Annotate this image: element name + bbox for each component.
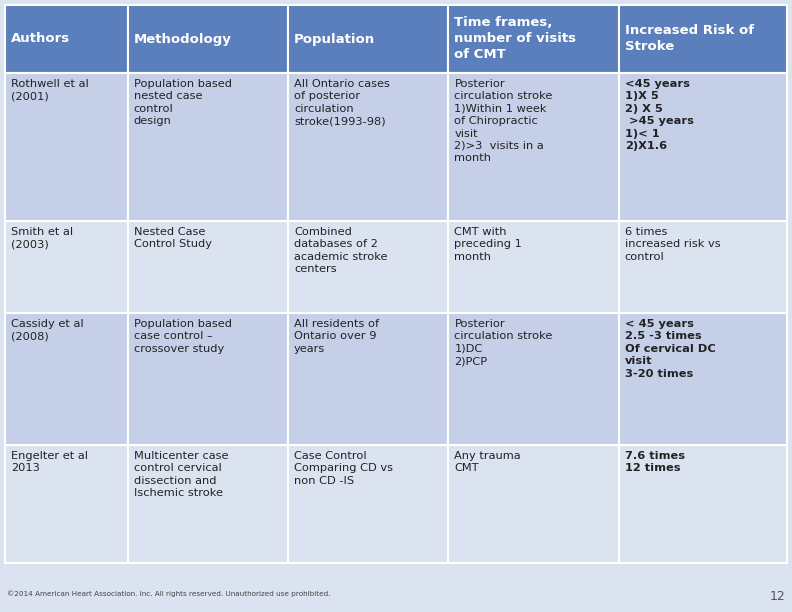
Text: Smith et al
(2003): Smith et al (2003) — [11, 227, 73, 250]
Text: Combined
databases of 2
academic stroke
centers: Combined databases of 2 academic stroke … — [294, 227, 387, 274]
Text: Increased Risk of
Stroke: Increased Risk of Stroke — [625, 24, 754, 53]
Text: 12: 12 — [769, 590, 785, 603]
Bar — [448, 5, 619, 73]
Bar — [5, 445, 128, 563]
Text: Methodology: Methodology — [134, 32, 231, 45]
Text: 7.6 times
12 times: 7.6 times 12 times — [625, 451, 685, 474]
Text: Rothwell et al
(2001): Rothwell et al (2001) — [11, 79, 89, 102]
Text: Engelter et al
2013: Engelter et al 2013 — [11, 451, 88, 474]
Bar — [5, 313, 128, 445]
Bar — [288, 313, 448, 445]
Text: Posterior
circulation stroke
1)Within 1 week
of Chiropractic
visit
2)>3  visits : Posterior circulation stroke 1)Within 1 … — [455, 79, 553, 163]
Bar — [288, 445, 448, 563]
Text: < 45 years
2.5 -3 times
Of cervical DC
visit
3-20 times: < 45 years 2.5 -3 times Of cervical DC v… — [625, 319, 716, 379]
Text: 6 times
increased risk vs
control: 6 times increased risk vs control — [625, 227, 721, 262]
Text: Population based
case control –
crossover study: Population based case control – crossove… — [134, 319, 232, 354]
Text: Nested Case
Control Study: Nested Case Control Study — [134, 227, 211, 250]
Text: Time frames,
number of visits
of CMT: Time frames, number of visits of CMT — [455, 17, 577, 61]
Text: Population: Population — [294, 32, 375, 45]
Text: Any trauma
CMT: Any trauma CMT — [455, 451, 521, 474]
Bar — [128, 221, 288, 313]
Text: Case Control
Comparing CD vs
non CD -IS: Case Control Comparing CD vs non CD -IS — [294, 451, 393, 486]
Bar — [619, 313, 787, 445]
Text: Posterior
circulation stroke
1)DC
2)PCP: Posterior circulation stroke 1)DC 2)PCP — [455, 319, 553, 366]
Bar — [448, 221, 619, 313]
Text: All residents of
Ontario over 9
years: All residents of Ontario over 9 years — [294, 319, 379, 354]
Bar — [619, 221, 787, 313]
Bar — [5, 221, 128, 313]
Text: Population based
nested case
control
design: Population based nested case control des… — [134, 79, 232, 126]
Bar — [288, 73, 448, 221]
Bar — [448, 313, 619, 445]
Bar — [288, 5, 448, 73]
Bar — [619, 445, 787, 563]
Bar — [5, 73, 128, 221]
Text: Authors: Authors — [11, 32, 70, 45]
Bar — [128, 73, 288, 221]
Text: CMT with
preceding 1
month: CMT with preceding 1 month — [455, 227, 522, 262]
Bar — [128, 313, 288, 445]
Bar — [619, 73, 787, 221]
Text: Cassidy et al
(2008): Cassidy et al (2008) — [11, 319, 84, 341]
Bar — [5, 5, 128, 73]
Text: <45 years
1)X 5
2) X 5
 >45 years
1)< 1
2)X1.6: <45 years 1)X 5 2) X 5 >45 years 1)< 1 2… — [625, 79, 694, 151]
Bar — [619, 5, 787, 73]
Bar — [288, 221, 448, 313]
Bar — [448, 445, 619, 563]
Bar — [128, 445, 288, 563]
Text: Multicenter case
control cervical
dissection and
Ischemic stroke: Multicenter case control cervical dissec… — [134, 451, 228, 498]
Bar — [448, 73, 619, 221]
Bar — [128, 5, 288, 73]
Text: All Ontario cases
of posterior
circulation
stroke(1993-98): All Ontario cases of posterior circulati… — [294, 79, 390, 126]
Text: ©2014 American Heart Association. Inc. All rights reserved. Unauthorized use pro: ©2014 American Heart Association. Inc. A… — [7, 590, 330, 597]
